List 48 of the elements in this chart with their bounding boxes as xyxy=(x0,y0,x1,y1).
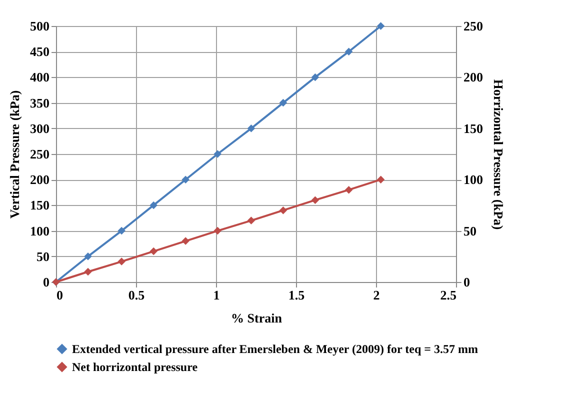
point xyxy=(84,268,92,276)
point xyxy=(150,201,158,210)
y-tick-label: 450 xyxy=(30,44,50,60)
y-tick-label: 500 xyxy=(30,18,50,34)
x-tick-label: 2 xyxy=(373,288,380,302)
point xyxy=(118,258,126,266)
point xyxy=(182,176,190,184)
x-tick-label: 1.5 xyxy=(288,288,306,302)
point xyxy=(279,98,288,107)
point xyxy=(376,22,385,30)
y2-axis-title: Horrizontal Pressure (kPa) xyxy=(491,79,506,230)
point xyxy=(118,226,126,235)
point xyxy=(214,150,222,158)
point xyxy=(150,247,158,256)
point xyxy=(247,124,256,132)
y-tick-label: 0 xyxy=(43,274,50,290)
x-axis-title: % Strain xyxy=(231,310,283,326)
point xyxy=(376,176,385,184)
legend-label: Extended vertical pressure after Emersleben & Meyer (2009) for teq = 3.57 mm xyxy=(72,342,478,356)
x-tick-label: 2.5 xyxy=(440,288,457,302)
point xyxy=(279,206,288,214)
y-tick-label: 50 xyxy=(36,248,50,264)
point xyxy=(311,73,320,82)
point xyxy=(214,226,222,235)
y-tick-label: 250 xyxy=(30,146,50,162)
y-tick-label: 400 xyxy=(30,70,50,85)
y2-tick-label: 0 xyxy=(464,274,470,290)
y-tick-label: 350 xyxy=(30,95,50,110)
y-tick-label: 300 xyxy=(30,120,50,136)
point xyxy=(182,237,190,245)
y-tick-label: 150 xyxy=(30,198,50,213)
point xyxy=(84,252,92,260)
point xyxy=(311,196,320,204)
x-tick-label: 0.5 xyxy=(128,288,146,302)
y2-tick-label: 50 xyxy=(464,223,476,238)
y-tick-label: 200 xyxy=(30,172,50,188)
x-tick-label: 0 xyxy=(56,288,63,302)
y2-tick-label: 150 xyxy=(464,120,483,136)
y2-tick-label: 100 xyxy=(464,172,483,188)
x-tick-label: 1 xyxy=(213,288,220,302)
y-tick-label: 100 xyxy=(30,223,50,238)
point xyxy=(247,216,256,224)
y2-tick-label: 250 xyxy=(464,18,483,34)
point xyxy=(344,48,353,56)
legend-label: Net horrizontal pressure xyxy=(72,360,198,374)
y-axis-title: Vertical Pressure (kPa) xyxy=(7,90,22,219)
y2-tick-label: 200 xyxy=(464,70,483,85)
point xyxy=(344,186,353,194)
